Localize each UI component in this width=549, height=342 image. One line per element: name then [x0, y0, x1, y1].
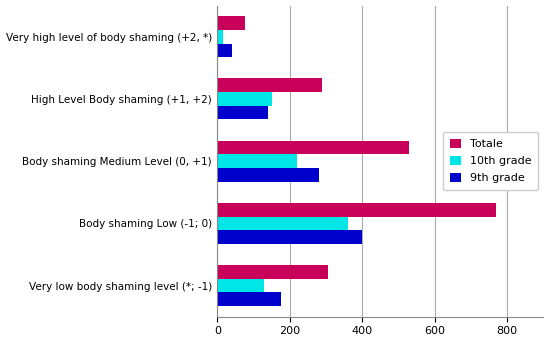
- Bar: [217, 279, 265, 292]
- Bar: [217, 43, 232, 57]
- Bar: [217, 265, 328, 279]
- Bar: [217, 92, 272, 106]
- Bar: [217, 106, 268, 119]
- Bar: [217, 203, 496, 216]
- Bar: [217, 230, 362, 244]
- Legend: Totale, 10th grade, 9th grade: Totale, 10th grade, 9th grade: [443, 132, 538, 190]
- Bar: [217, 292, 281, 306]
- Bar: [217, 154, 297, 168]
- Bar: [217, 78, 322, 92]
- Bar: [217, 141, 410, 154]
- Bar: [217, 30, 223, 43]
- Bar: [217, 16, 244, 30]
- Bar: [217, 216, 348, 230]
- Bar: [217, 168, 319, 182]
